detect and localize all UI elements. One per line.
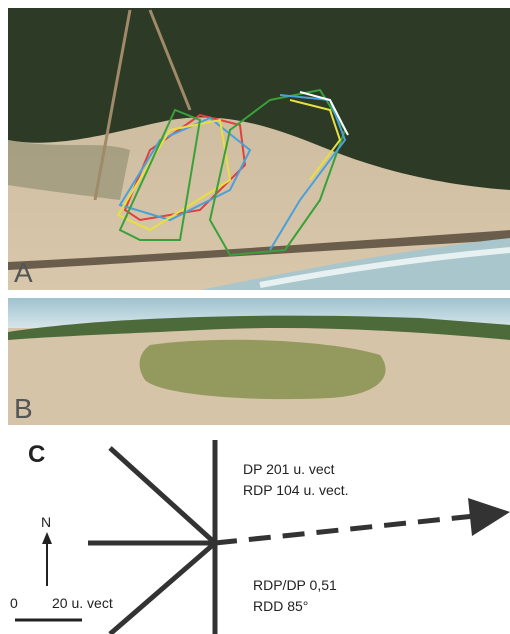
wind-rose: C DP 201 u. vect RDP 104 u. vect. RDP/DP… [10, 440, 510, 634]
resultant-arrow [214, 513, 476, 546]
panel-label: C [28, 441, 45, 468]
north-label: N [41, 514, 51, 530]
stat-text: RDP 104 u. vect. [243, 482, 349, 498]
panel-label: B [14, 393, 33, 424]
wind-rose-lines [88, 440, 218, 634]
stat-text: RDD 85° [253, 598, 308, 614]
arrow-head [468, 498, 510, 536]
stat-text: RDP/DP 0,51 [253, 577, 337, 593]
stat-text: DP 201 u. vect [243, 461, 335, 477]
scale-zero: 0 [10, 595, 18, 611]
panel-label: A [14, 257, 33, 288]
scale-length: 20 u. vect [52, 595, 113, 611]
panorama-photo: B [8, 298, 510, 425]
north-arrow-head [42, 532, 52, 544]
aerial-photo: A [8, 8, 510, 290]
